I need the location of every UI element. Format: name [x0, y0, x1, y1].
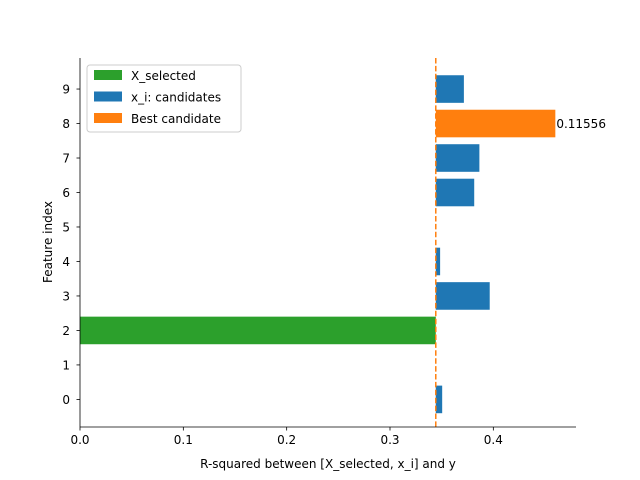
- y-tick-label: 7: [62, 152, 70, 166]
- x-tick-label: 0.1: [174, 433, 193, 447]
- legend-label: Best candidate: [131, 112, 221, 126]
- legend-swatch: [94, 70, 122, 80]
- y-tick-label: 3: [62, 289, 70, 303]
- legend-frame: [86, 64, 242, 133]
- x-tick-label: 0.0: [70, 433, 89, 447]
- bar-4: [435, 247, 441, 276]
- x-axis-label: R-squared between [X_selected, x_i] and …: [200, 457, 456, 471]
- legend: X_selected x_i: candidates Best candidate: [86, 64, 242, 133]
- y-tick-label: 0: [62, 393, 70, 407]
- y-tick-label: 8: [62, 117, 70, 131]
- legend-swatch: [94, 91, 122, 102]
- legend-label: X_selected: [131, 69, 196, 83]
- bar-7: [435, 144, 480, 172]
- bar-9: [435, 75, 464, 103]
- bar-labels-group: 0.11556: [556, 117, 606, 131]
- x-tick-label: 0.3: [380, 433, 399, 447]
- y-tick-label: 2: [62, 324, 70, 338]
- legend-label: x_i: candidates: [131, 91, 221, 105]
- x-tick-label: 0.4: [484, 433, 503, 447]
- bar-value-label: 0.11556: [556, 117, 606, 131]
- y-tick-label: 9: [62, 83, 70, 97]
- x-axis-ticks: 0.0 0.1 0.2 0.3 0.4: [70, 427, 503, 447]
- bar-0: [435, 385, 443, 414]
- bars-group: [80, 75, 556, 414]
- y-axis-label: Feature index: [41, 201, 55, 283]
- bar-6: [435, 178, 475, 207]
- bar-2: [80, 316, 436, 345]
- y-tick-label: 4: [62, 255, 70, 269]
- legend-swatch: [94, 113, 122, 123]
- y-axis-ticks: 0 1 2 3 4 5 6 7 8 9: [62, 83, 80, 407]
- bar-8: [435, 109, 556, 138]
- y-tick-label: 6: [62, 186, 70, 200]
- y-tick-label: 5: [62, 220, 70, 234]
- bar-3: [435, 282, 490, 310]
- x-tick-label: 0.2: [277, 433, 296, 447]
- y-tick-label: 1: [62, 358, 70, 372]
